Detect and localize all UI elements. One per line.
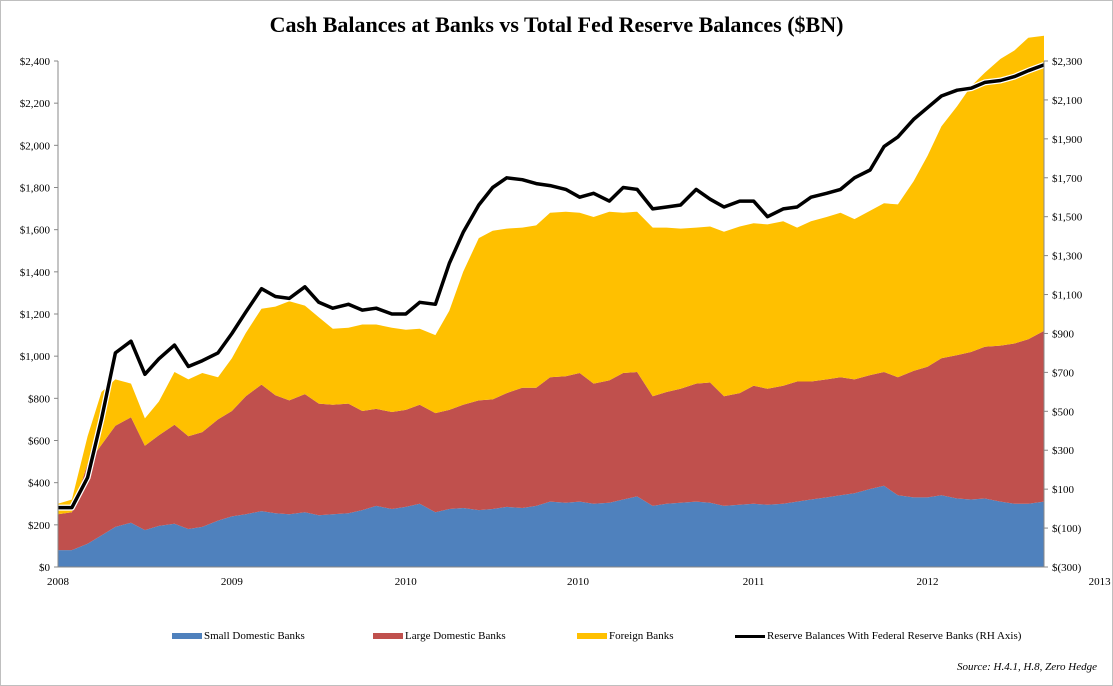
left-tick-label: $1,000 [20, 351, 51, 363]
left-tick-label: $200 [28, 520, 51, 532]
right-tick-label: $100 [1052, 484, 1075, 496]
x-tick-label: 2009 [221, 576, 244, 588]
right-tick-label: $1,700 [1052, 173, 1083, 185]
right-tick-label: $500 [1052, 406, 1075, 418]
legend-label-large: Large Domestic Banks [405, 630, 506, 642]
right-tick-label: $(300) [1052, 562, 1082, 574]
right-tick-label: $700 [1052, 367, 1075, 379]
right-tick-label: $1,300 [1052, 251, 1083, 263]
right-tick-label: $900 [1052, 328, 1075, 340]
left-tick-label: $800 [28, 393, 51, 405]
right-tick-label: $1,900 [1052, 134, 1083, 146]
right-tick-label: $2,100 [1052, 95, 1083, 107]
left-tick-label: $2,200 [20, 98, 51, 110]
legend-label-reserve: Reserve Balances With Federal Reserve Ba… [767, 630, 1022, 642]
x-tick-label: 2011 [743, 576, 765, 588]
left-tick-label: $1,600 [20, 225, 51, 237]
left-tick-label: $1,800 [20, 183, 51, 195]
reserve-balances-line [58, 63, 1045, 510]
left-tick-label: $1,200 [20, 309, 51, 321]
legend-swatch-foreign [577, 633, 607, 639]
x-tick-label: 2012 [916, 576, 938, 588]
legend-swatch-small [172, 633, 202, 639]
legend-swatch-reserve [735, 634, 765, 638]
area-foreign-banks [58, 35, 1044, 515]
left-tick-label: $600 [28, 436, 51, 448]
x-tick-label: 2010 [567, 576, 590, 588]
legend-label-foreign: Foreign Banks [609, 630, 674, 642]
chart-title: Cash Balances at Banks vs Total Fed Rese… [269, 12, 844, 37]
x-tick-label: 2008 [47, 576, 70, 588]
left-tick-label: $1,400 [20, 267, 51, 279]
right-tick-label: $1,100 [1052, 290, 1083, 302]
legend: Small Domestic Banks Large Domestic Bank… [0, 630, 1113, 650]
left-tick-label: $2,400 [20, 56, 51, 68]
area-large-domestic-banks [58, 330, 1044, 551]
left-tick-label: $0 [39, 562, 51, 574]
x-tick-label: 2013 [1089, 576, 1112, 588]
source-note: Source: H.4.1, H.8, Zero Hedge [956, 661, 1097, 673]
right-tick-label: $1,500 [1052, 212, 1083, 224]
x-tick-label: 2010 [395, 576, 418, 588]
legend-item-reserve: Reserve Balances With Federal Reserve Ba… [735, 630, 1021, 642]
area-small-domestic-banks [58, 485, 1044, 567]
right-tick-label: $(100) [1052, 523, 1082, 535]
legend-swatch-large [373, 633, 403, 639]
left-tick-label: $2,000 [20, 140, 51, 152]
left-tick-label: $400 [28, 478, 51, 490]
legend-item-large-domestic: Large Domestic Banks [373, 630, 506, 642]
right-tick-label: $2,300 [1052, 56, 1083, 68]
right-tick-label: $300 [1052, 445, 1075, 457]
legend-item-foreign: Foreign Banks [577, 630, 673, 642]
legend-item-small-domestic: Small Domestic Banks [172, 630, 305, 642]
legend-label-small: Small Domestic Banks [204, 630, 305, 642]
